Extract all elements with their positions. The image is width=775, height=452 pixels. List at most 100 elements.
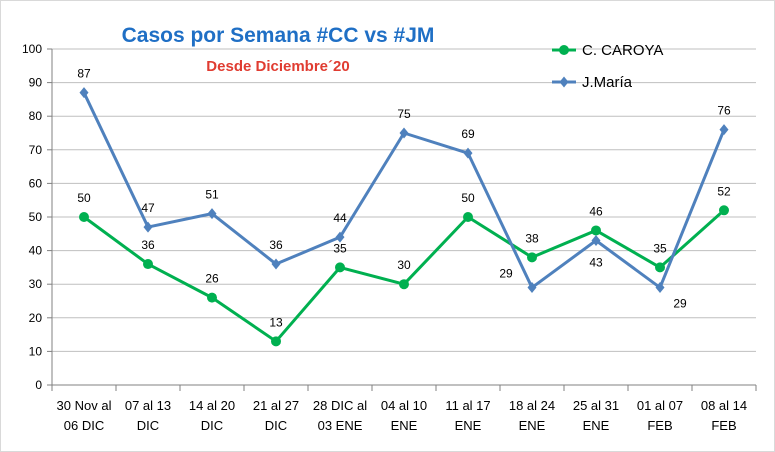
- x-tick-label: 14 al 20 DIC: [189, 398, 235, 433]
- x-tick-label-line: 07 al 13: [125, 398, 171, 413]
- data-point: [719, 124, 729, 136]
- y-tick-label: 0: [35, 378, 42, 392]
- data-point: [527, 282, 537, 294]
- y-tick-label: 90: [29, 76, 43, 90]
- series-c-caroya: [79, 205, 729, 347]
- data-point: [143, 221, 153, 233]
- x-tick-label-line: 11 al 17: [445, 398, 490, 413]
- x-tick-label-line: 21 al 27: [253, 398, 299, 413]
- axes: 0 10 20 30 40 50 60 70 80 90 100 30 Nov al 06 DIC 07 …: [22, 42, 757, 433]
- data-point: [271, 258, 281, 270]
- data-label: 30: [397, 258, 411, 272]
- legend-item: C. CAROYA: [552, 42, 663, 59]
- data-labels: 50 36 26 13 35 30 50 38 46 35 52 87 47 51 36 44 75 69 29 43…: [77, 67, 731, 330]
- x-tick-label-line: 18 al 24: [509, 398, 555, 413]
- data-point: [399, 279, 409, 290]
- y-tick-label: 20: [29, 311, 43, 325]
- x-tick-label-line: FEB: [647, 418, 672, 433]
- y-tick-label: 50: [29, 210, 43, 224]
- series-layer: [79, 87, 729, 347]
- data-label: 69: [461, 127, 475, 141]
- x-tick-label-line: ENE: [455, 418, 482, 433]
- x-tick-label-line: 28 DIC al: [313, 398, 367, 413]
- data-point: [335, 262, 345, 273]
- series-j-maria: [79, 87, 729, 294]
- data-point: [655, 282, 665, 294]
- data-label: 75: [397, 107, 411, 121]
- data-label: 47: [141, 201, 155, 215]
- data-label: 26: [205, 272, 219, 286]
- data-label: 44: [333, 211, 347, 225]
- x-tick-label-line: 14 al 20: [189, 398, 235, 413]
- legend-item: J.María: [552, 74, 633, 91]
- x-tick-label-line: 08 al 14: [701, 398, 747, 413]
- x-tick-label: 18 al 24 ENE: [509, 398, 555, 433]
- data-label: 52: [717, 184, 731, 198]
- data-label: 35: [333, 241, 347, 255]
- x-tick-label: 01 al 07 FEB: [637, 398, 683, 433]
- x-tick-label-line: DIC: [265, 418, 287, 433]
- data-label: 36: [269, 238, 283, 252]
- data-point: [463, 147, 473, 159]
- data-point: [207, 208, 217, 220]
- x-tick-label-line: FEB: [711, 418, 736, 433]
- x-tick-label: 07 al 13 DIC: [125, 398, 171, 433]
- data-label: 50: [461, 191, 475, 205]
- x-tick-label-line: ENE: [519, 418, 546, 433]
- data-point: [207, 292, 217, 303]
- data-point: [271, 336, 281, 347]
- x-tick-label-line: ENE: [583, 418, 610, 433]
- chart-title: Casos por Semana #CC vs #JM: [122, 24, 435, 47]
- x-tick-label-line: DIC: [137, 418, 159, 433]
- x-tick-label-line: ENE: [391, 418, 418, 433]
- x-tick-label-line: 06 DIC: [64, 418, 104, 433]
- x-tick-label: 11 al 17 ENE: [445, 398, 490, 433]
- data-label: 29: [499, 267, 513, 281]
- data-point: [79, 87, 89, 99]
- y-tick-label: 40: [29, 244, 43, 258]
- data-point: [719, 205, 729, 216]
- x-tick-label-line: 04 al 10: [381, 398, 427, 413]
- data-point: [335, 231, 345, 243]
- data-point: [527, 252, 537, 263]
- data-label: 50: [77, 191, 91, 205]
- y-tick-label: 10: [29, 344, 43, 358]
- data-label: 35: [653, 241, 667, 255]
- y-tick-label: 60: [29, 176, 43, 190]
- x-tick-label: 04 al 10 ENE: [381, 398, 427, 433]
- data-point: [655, 262, 665, 273]
- data-label: 46: [589, 204, 603, 218]
- legend-label: J.María: [582, 74, 633, 91]
- x-tick-label: 08 al 14 FEB: [701, 398, 747, 433]
- x-tick-label: 25 al 31 ENE: [573, 398, 619, 433]
- x-tick-label: 21 al 27 DIC: [253, 398, 299, 433]
- y-tick-label: 70: [29, 143, 43, 157]
- data-point: [399, 127, 409, 139]
- x-tick-label: 30 Nov al 06 DIC: [57, 398, 112, 433]
- legend-marker: [559, 76, 569, 88]
- data-point: [79, 212, 89, 222]
- x-tick-label: 28 DIC al 03 ENE: [313, 398, 367, 433]
- legend-marker: [559, 45, 569, 55]
- x-tick-label-line: 01 al 07: [637, 398, 683, 413]
- data-label: 29: [673, 297, 687, 311]
- data-label: 43: [589, 256, 603, 270]
- data-point: [463, 212, 473, 222]
- data-label: 36: [141, 238, 155, 252]
- x-tick-label-line: 25 al 31: [573, 398, 619, 413]
- y-tick-label: 30: [29, 277, 43, 291]
- legend: C. CAROYA J.María: [552, 42, 663, 91]
- data-point: [591, 225, 601, 236]
- data-point: [591, 235, 601, 247]
- legend-label: C. CAROYA: [582, 42, 663, 59]
- data-label: 13: [269, 315, 283, 329]
- chart-subtitle: Desde Diciembre´20: [206, 58, 349, 75]
- y-tick-label: 80: [29, 109, 43, 123]
- data-label: 51: [205, 188, 219, 202]
- data-point: [143, 259, 153, 270]
- data-label: 38: [525, 231, 539, 245]
- x-tick-label-line: DIC: [201, 418, 223, 433]
